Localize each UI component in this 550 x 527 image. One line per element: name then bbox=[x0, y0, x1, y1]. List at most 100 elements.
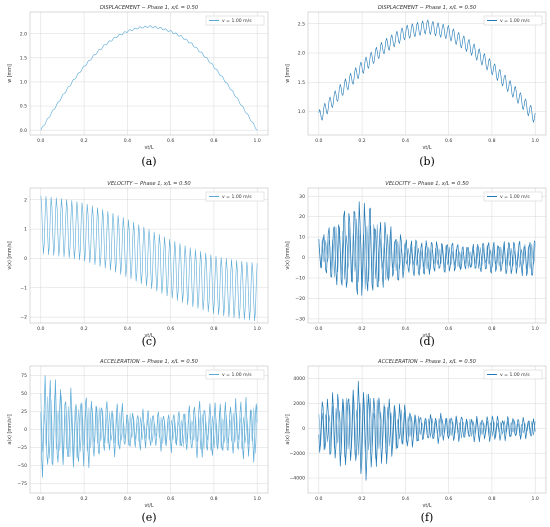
legend-label: v = 1.00 m/s bbox=[500, 194, 530, 200]
x-tick-label: 0.2 bbox=[358, 138, 365, 144]
y-tick-label: −75 bbox=[17, 481, 27, 487]
series-line-0-band bbox=[318, 218, 536, 290]
x-tick-label: 0.2 bbox=[80, 138, 87, 144]
x-tick-label: 0.8 bbox=[210, 326, 217, 332]
x-tick-label: 1.0 bbox=[532, 496, 539, 502]
panel-caption: (b) bbox=[419, 155, 435, 168]
x-tick-label: 0.0 bbox=[37, 138, 44, 144]
x-tick-label: 0.8 bbox=[210, 496, 217, 502]
x-tick-label: 0.4 bbox=[402, 326, 409, 332]
series-line-0 bbox=[40, 25, 258, 131]
y-tick-label: 0 bbox=[302, 426, 305, 432]
y-tick-label: 0.0 bbox=[20, 128, 27, 134]
x-tick-label: 0.8 bbox=[488, 326, 495, 332]
x-tick-label: 0.4 bbox=[124, 496, 131, 502]
series-line-0-band bbox=[40, 393, 258, 461]
legend-label: v = 1.00 m/s bbox=[222, 372, 252, 378]
series-line-0 bbox=[318, 19, 536, 123]
y-tick-label: 2.0 bbox=[298, 51, 305, 57]
x-tick-label: 0.6 bbox=[445, 138, 452, 144]
y-tick-label: −10 bbox=[295, 276, 305, 282]
x-tick-label: 0.4 bbox=[402, 138, 409, 144]
x-tick-label: 0.8 bbox=[488, 496, 495, 502]
y-axis-label: a(x) [mm/s²] bbox=[7, 414, 13, 444]
plot-frame bbox=[29, 365, 269, 494]
y-tick-label: 1.5 bbox=[298, 80, 305, 86]
y-tick-label: 0.5 bbox=[20, 104, 27, 110]
x-tick-label: 0.2 bbox=[358, 326, 365, 332]
x-axis-label: vt/L bbox=[144, 145, 153, 151]
y-axis-label: a(x) [mm/s²] bbox=[285, 414, 291, 444]
panel-caption: (c) bbox=[142, 335, 157, 348]
y-tick-label: 1.0 bbox=[20, 80, 27, 86]
y-tick-label: 0 bbox=[24, 256, 27, 262]
y-tick-label: 1.5 bbox=[20, 55, 27, 61]
chart-title: VELOCITY − Phase 1, x/L = 0.50 bbox=[107, 181, 191, 187]
y-tick-label: 0 bbox=[302, 255, 305, 261]
y-tick-label: −1 bbox=[20, 285, 27, 291]
x-tick-label: 1.0 bbox=[254, 496, 261, 502]
chart-panel-d: v = 1.00 m/s 0.0 0.2 0.4 0.6 0.8 1.0 −30 −20 −10 0… bbox=[285, 181, 547, 348]
y-axis-label: w [mm] bbox=[285, 64, 291, 83]
x-axis-label: vt/L bbox=[422, 503, 431, 509]
y-tick-label: 75 bbox=[21, 373, 27, 379]
y-tick-label: −25 bbox=[17, 445, 27, 451]
y-tick-label: −30 bbox=[295, 317, 305, 323]
x-tick-label: 1.0 bbox=[254, 138, 261, 144]
y-axis-label: v(x) [mm/s] bbox=[285, 241, 291, 269]
panel-caption: (a) bbox=[141, 155, 156, 168]
y-tick-label: 25 bbox=[21, 409, 27, 415]
series-line-0 bbox=[40, 195, 258, 322]
y-tick-label: −4000 bbox=[289, 476, 305, 482]
x-tick-label: 0.6 bbox=[445, 496, 452, 502]
chart-panel-f: v = 1.00 m/s 0.0 0.2 0.4 0.6 0.8 1.0 −4000 −2000… bbox=[285, 359, 547, 524]
y-tick-label: 0 bbox=[24, 427, 27, 433]
legend-box bbox=[205, 191, 265, 202]
y-tick-label: 2.0 bbox=[20, 31, 27, 37]
panel-caption: (d) bbox=[419, 335, 435, 348]
x-tick-label: 0.0 bbox=[315, 138, 322, 144]
y-tick-label: 30 bbox=[299, 194, 305, 200]
x-tick-label: 0.0 bbox=[315, 326, 322, 332]
x-axis-label: vt/L bbox=[422, 145, 431, 151]
x-tick-label: 0.6 bbox=[167, 496, 174, 502]
x-tick-label: 0.8 bbox=[210, 138, 217, 144]
plot-frame bbox=[307, 11, 547, 136]
x-tick-label: 0.4 bbox=[124, 326, 131, 332]
y-tick-label: 1.0 bbox=[298, 109, 305, 115]
x-axis-label: vt/L bbox=[144, 503, 153, 509]
panel-caption: (e) bbox=[141, 511, 156, 524]
y-tick-label: −2 bbox=[20, 315, 27, 321]
panel-caption: (f) bbox=[421, 511, 434, 524]
x-axis-label: vt/L bbox=[144, 333, 153, 339]
y-axis-label: v(x) [mm/s] bbox=[7, 241, 13, 269]
legend-label: v = 1.00 m/s bbox=[500, 18, 530, 24]
legend-box bbox=[483, 15, 543, 26]
y-tick-label: 2000 bbox=[293, 401, 305, 407]
y-tick-label: −20 bbox=[295, 296, 305, 302]
y-tick-label: 4000 bbox=[293, 376, 305, 382]
y-tick-label: 2.5 bbox=[298, 21, 305, 27]
x-tick-label: 0.4 bbox=[402, 496, 409, 502]
y-axis-label: w [mm] bbox=[7, 64, 13, 83]
x-tick-label: 0.6 bbox=[445, 326, 452, 332]
chart-title: VELOCITY − Phase 1, x/L = 0.50 bbox=[385, 181, 469, 187]
legend-label: v = 1.00 m/s bbox=[222, 194, 252, 200]
plot-frame bbox=[307, 187, 547, 324]
plot-frame bbox=[307, 365, 547, 494]
x-tick-label: 0.2 bbox=[80, 496, 87, 502]
x-tick-label: 0.0 bbox=[315, 496, 322, 502]
chart-panel-a: v = 1.00 m/s 0.0 0.2 0.4 0.6 0.8 1.0 0.0 0.5 1.0 1… bbox=[7, 5, 269, 168]
x-tick-label: 0.6 bbox=[167, 326, 174, 332]
plot-frame bbox=[29, 11, 269, 136]
chart-title: DISPLACEMENT − Phase 1, x/L = 0.50 bbox=[100, 5, 199, 11]
x-tick-label: 0.0 bbox=[37, 326, 44, 332]
chart-panel-c: v = 1.00 m/s 0.0 0.2 0.4 0.6 0.8 1.0 −2 −1 0 1 2 VEL… bbox=[7, 181, 269, 348]
y-tick-label: −2000 bbox=[289, 451, 305, 457]
legend-box bbox=[483, 369, 543, 380]
series-line-0 bbox=[40, 375, 258, 478]
chart-title: ACCELERATION − Phase 1, x/L = 0.50 bbox=[99, 359, 199, 365]
x-tick-label: 0.2 bbox=[80, 326, 87, 332]
legend-label: v = 1.00 m/s bbox=[222, 18, 252, 24]
